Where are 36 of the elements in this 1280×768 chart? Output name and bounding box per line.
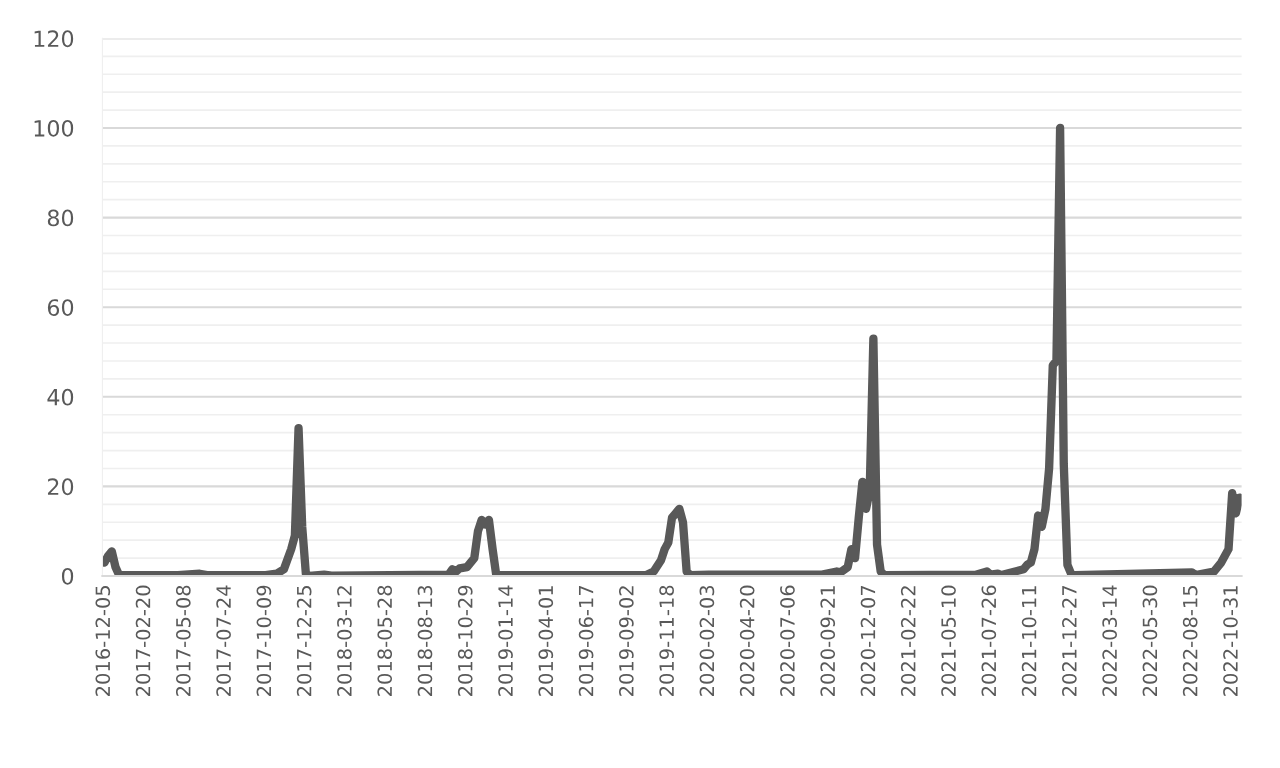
x-tick-label: 2018-08-13 — [417, 585, 433, 696]
x-tick-label: 2019-06-17 — [578, 586, 594, 696]
y-tick-label: 100 — [34, 119, 74, 137]
x-tick-label: 2021-12-27 — [1062, 586, 1077, 696]
x-tick-label: 2020-04-20 — [739, 585, 755, 696]
x-tick-label: 2020-02-03 — [699, 585, 715, 696]
x-tick-label: 2021-05-10 — [941, 585, 956, 696]
x-tick-label: 2021-02-22 — [900, 586, 916, 696]
x-tick-label: 2019-04-01 — [538, 586, 554, 696]
x-tick-label: 2020-07-06 — [780, 585, 795, 696]
x-tick-label: 2022-08-15 — [1182, 586, 1198, 696]
x-tick-label: 2022-05-30 — [1142, 585, 1158, 696]
y-tick-label: 20 — [47, 478, 74, 496]
y-tick-label: 0 — [61, 567, 74, 585]
x-tick-label: 2017-07-24 — [216, 585, 231, 696]
x-tick-label: 2016-12-05 — [95, 586, 111, 696]
x-tick-label: 2018-05-28 — [377, 585, 393, 696]
x-tick-label: 2017-02-20 — [135, 585, 151, 696]
y-tick-label: 80 — [47, 209, 74, 227]
x-tick-label: 2018-03-12 — [337, 586, 352, 696]
x-tick-label: 2020-09-21 — [820, 586, 836, 696]
x-tick-label: 2022-03-14 — [1102, 585, 1117, 696]
x-tick-label: 2017-12-25 — [296, 586, 312, 696]
y-tick-label: 40 — [47, 388, 74, 406]
x-tick-label: 2017-10-09 — [256, 585, 272, 696]
x-tick-label: 2021-10-11 — [1021, 586, 1037, 696]
x-tick-label: 2018-10-29 — [457, 585, 473, 696]
y-tick-label: 60 — [47, 299, 74, 316]
x-tick-label: 2019-01-14 — [498, 585, 513, 696]
x-tick-label: 2019-11-18 — [659, 585, 674, 696]
x-tick-label: 2022-10-31 — [1223, 586, 1238, 696]
x-tick-label: 2017-05-08 — [175, 585, 191, 696]
x-tick-label: 2021-07-26 — [981, 585, 997, 696]
y-tick-label: 120 — [34, 30, 74, 48]
x-tick-label: 2020-12-07 — [860, 586, 876, 696]
x-tick-label: 2019-09-02 — [619, 586, 634, 696]
